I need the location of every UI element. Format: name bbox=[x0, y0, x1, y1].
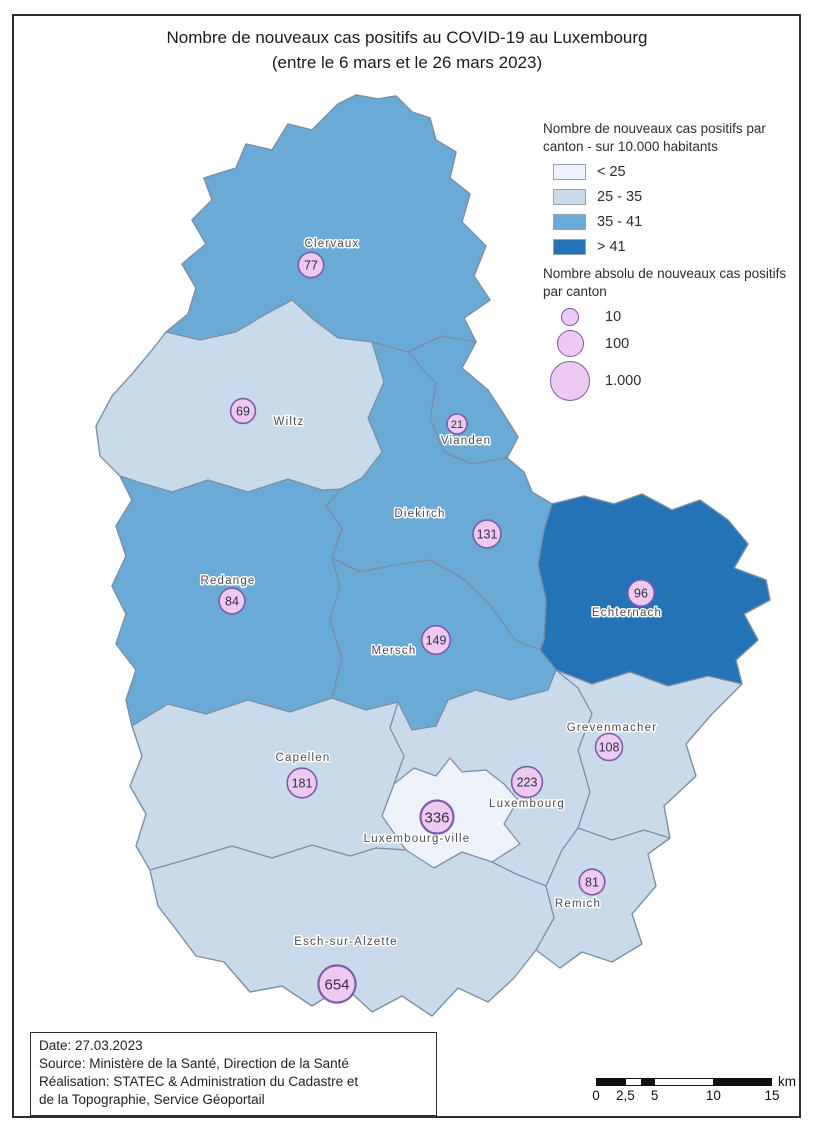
legend-circle-symbol bbox=[556, 330, 584, 358]
legend: Nombre de nouveaux cas positifs par cant… bbox=[543, 120, 801, 405]
class-swatch bbox=[553, 213, 586, 230]
legend-circle-row: 1.000 bbox=[547, 361, 801, 402]
canton-case-circle bbox=[317, 964, 357, 1004]
canton-case-circle bbox=[472, 519, 502, 549]
canton-label: Diekirch bbox=[394, 508, 445, 520]
canton-case-count: 336 bbox=[424, 809, 449, 826]
canton-case-count: 654 bbox=[324, 976, 349, 993]
class-swatch bbox=[553, 163, 586, 180]
canton-case-count: 149 bbox=[426, 634, 447, 648]
legend-class-row: 25 - 35 bbox=[553, 188, 801, 205]
scalebar-segment bbox=[597, 1079, 626, 1085]
footer-line-source: Source: Ministère de la Santé, Direction… bbox=[39, 1055, 349, 1071]
scalebar: km 0 2,5 5 10 15 bbox=[592, 1074, 796, 1112]
legend-circle-label: 100 bbox=[605, 335, 630, 352]
footer-box: Date: 27.03.2023 Source: Ministère de la… bbox=[30, 1032, 437, 1116]
canton-boundary bbox=[555, 669, 671, 841]
scalebar-tick: 15 bbox=[764, 1088, 780, 1103]
canton-boundary bbox=[389, 701, 405, 785]
legend-circle-symbol bbox=[561, 308, 579, 327]
footer-line-topographie: de la Topographie, Service Géoportail bbox=[39, 1091, 265, 1107]
page-title-line2: (entre le 6 mars et le 26 mars 2023) bbox=[271, 52, 543, 72]
canton-case-circle bbox=[218, 587, 246, 615]
legend-circle-cell bbox=[547, 361, 593, 402]
canton-boundary bbox=[491, 861, 547, 887]
canton-case-circle bbox=[626, 578, 655, 607]
canton-label: Capellen bbox=[276, 752, 331, 764]
class-label: > 41 bbox=[597, 238, 626, 255]
legend-choropleth-title: Nombre de nouveaux cas positifs par cant… bbox=[543, 121, 766, 154]
legend-circle-symbol bbox=[550, 361, 590, 402]
legend-circles-title: Nombre absolu de nouveaux cas positifs p… bbox=[543, 266, 787, 299]
canton-case-count: 84 bbox=[225, 595, 239, 609]
page-title-line1: Nombre de nouveaux cas positifs au COVID… bbox=[166, 28, 648, 47]
scalebar-segment bbox=[655, 1079, 713, 1085]
canton-label: Echternach bbox=[592, 607, 662, 619]
canton-case-count: 131 bbox=[477, 528, 498, 542]
scalebar-tick: 2,5 bbox=[615, 1088, 635, 1103]
scalebar-ticks: 0 2,5 5 10 15 bbox=[592, 1088, 779, 1106]
legend-circle-row: 10 bbox=[547, 308, 801, 327]
legend-circle-rows: 10 100 1.000 bbox=[543, 308, 801, 402]
canton-case-count: 108 bbox=[599, 741, 620, 755]
canton-label: Esch-sur-Alzette bbox=[294, 936, 398, 948]
canton-label: Vianden bbox=[441, 435, 491, 447]
legend-class-row: < 25 bbox=[553, 163, 801, 180]
canton-case-circle bbox=[578, 868, 606, 896]
legend-classes: < 25 25 - 35 35 - 41 > 41 bbox=[543, 163, 801, 255]
canton-case-circle bbox=[229, 397, 257, 425]
legend-circle-label: 1.000 bbox=[605, 373, 642, 390]
canton-boundary bbox=[535, 827, 579, 951]
scalebar-segment bbox=[626, 1079, 641, 1085]
canton-case-count: 223 bbox=[517, 776, 538, 790]
class-label: 25 - 35 bbox=[597, 188, 643, 205]
scalebar-tick: 5 bbox=[650, 1088, 659, 1103]
class-label: 35 - 41 bbox=[597, 213, 643, 230]
footer-line-realisation: Réalisation: STATEC & Administration du … bbox=[39, 1073, 359, 1089]
canton-case-count: 81 bbox=[585, 876, 599, 890]
canton-case-circle bbox=[297, 251, 325, 279]
canton-label: Mersch bbox=[372, 645, 417, 657]
canton-label: Redange bbox=[200, 575, 255, 587]
legend-circle-cell bbox=[547, 330, 593, 358]
scalebar-segment bbox=[713, 1079, 771, 1085]
page-title: Nombre de nouveaux cas positifs au COVID… bbox=[12, 26, 802, 75]
legend-circle-cell bbox=[547, 308, 593, 327]
canton-boundary bbox=[149, 844, 407, 871]
canton-label: Luxembourg-ville bbox=[364, 833, 471, 845]
legend-circle-label: 10 bbox=[605, 309, 622, 326]
canton-label: Grevenmacher bbox=[567, 722, 657, 734]
legend-class-row: 35 - 41 bbox=[553, 213, 801, 230]
class-swatch bbox=[553, 188, 586, 205]
scalebar-tick: 0 bbox=[592, 1088, 600, 1103]
canton-case-count: 69 bbox=[236, 405, 250, 419]
canton-case-count: 181 bbox=[292, 777, 313, 791]
canton-case-circle bbox=[286, 767, 318, 799]
canton-label: Remich bbox=[555, 898, 601, 910]
scalebar-unit: km bbox=[778, 1074, 796, 1089]
scalebar-tick: 10 bbox=[705, 1088, 721, 1103]
canton-case-circle bbox=[419, 799, 455, 835]
scalebar-bar bbox=[596, 1078, 772, 1086]
canton-label: Luxembourg bbox=[489, 798, 565, 810]
legend-circle-row: 100 bbox=[547, 330, 801, 358]
canton-case-count: 77 bbox=[304, 259, 318, 273]
canton-case-count: 96 bbox=[634, 587, 648, 601]
canton-case-circle bbox=[594, 732, 624, 762]
canton-region bbox=[165, 94, 491, 353]
canton-case-circle bbox=[510, 765, 544, 799]
canton-label: Clervaux bbox=[305, 238, 360, 250]
canton-case-circle bbox=[420, 624, 452, 656]
canton-case-circle bbox=[446, 413, 468, 435]
class-label: < 25 bbox=[597, 163, 626, 180]
scalebar-segment bbox=[640, 1079, 655, 1085]
class-swatch bbox=[553, 238, 586, 255]
canton-label: Wiltz bbox=[274, 416, 305, 428]
canton-case-count: 21 bbox=[451, 419, 463, 431]
legend-class-row: > 41 bbox=[553, 238, 801, 255]
footer-line-date: Date: 27.03.2023 bbox=[39, 1038, 143, 1053]
